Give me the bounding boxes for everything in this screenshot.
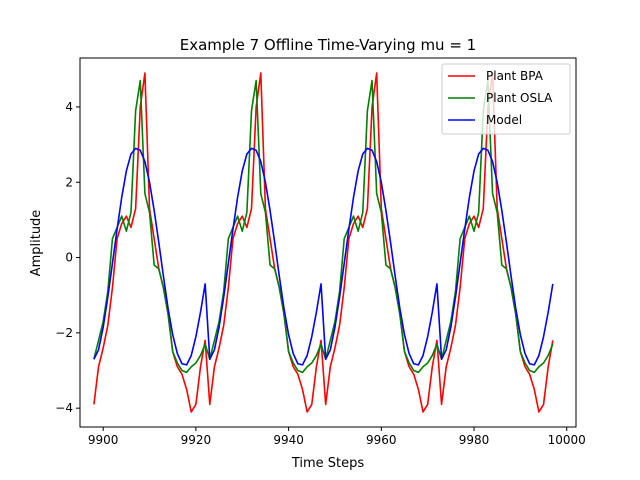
x-tick-label: 10000 — [548, 433, 586, 447]
y-tick-label: −4 — [55, 401, 73, 415]
legend-label: Plant OSLA — [486, 91, 553, 105]
x-axis-ticks: 9900 9920 9940 9960 9980 10000 — [88, 427, 586, 447]
legend: Plant BPA Plant OSLA Model — [441, 63, 571, 135]
plot-series — [93, 72, 554, 413]
y-tick-label: 0 — [65, 251, 73, 265]
x-tick-label: 9960 — [366, 433, 397, 447]
x-tick-label: 9940 — [273, 433, 304, 447]
legend-label: Model — [486, 113, 522, 127]
x-axis-label: Time Steps — [291, 456, 365, 471]
y-axis-label: Amplitude — [29, 210, 44, 277]
chart-title: Example 7 Offline Time-Varying mu = 1 — [180, 36, 476, 54]
y-axis-ticks: −4 −2 0 2 4 — [55, 100, 80, 415]
y-tick-label: −2 — [55, 326, 73, 340]
legend-label: Plant BPA — [486, 69, 544, 83]
x-tick-label: 9920 — [181, 433, 212, 447]
legend-box — [441, 63, 571, 135]
y-tick-label: 2 — [65, 175, 73, 189]
series-line — [93, 79, 554, 374]
x-tick-label: 9980 — [459, 433, 490, 447]
series-line — [93, 147, 554, 366]
x-tick-label: 9900 — [88, 433, 119, 447]
y-tick-label: 4 — [65, 100, 73, 114]
axes-frame — [79, 57, 577, 428]
